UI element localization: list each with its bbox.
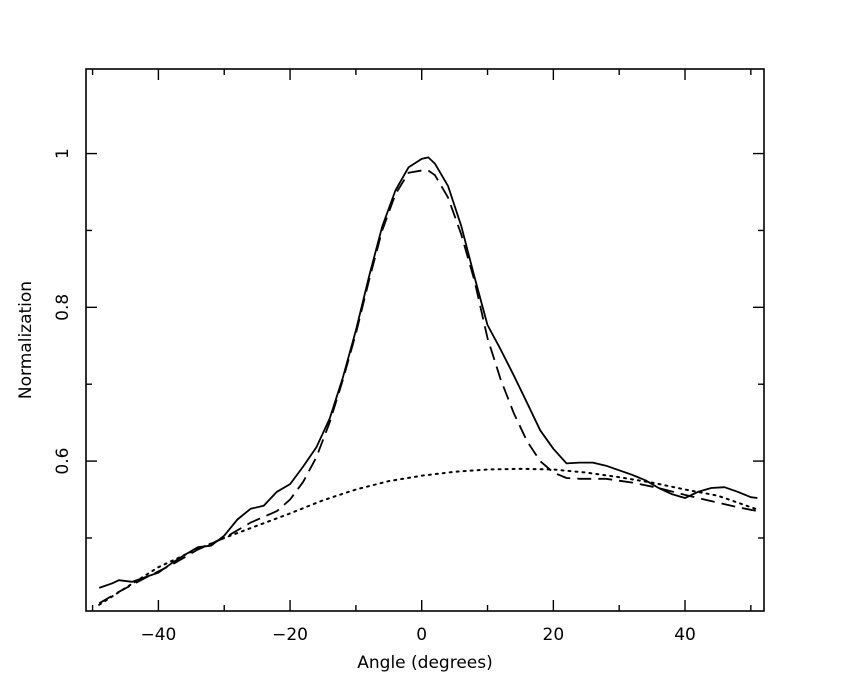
tick-labels: −40 −20 0 20 40 0.6 0.8 1	[53, 148, 696, 645]
y-tick-label: 1	[53, 148, 73, 159]
y-axis-label: Normalization	[16, 281, 36, 399]
x-tick-label: −20	[272, 625, 308, 645]
x-tick-label: 20	[543, 625, 565, 645]
series-line-dashed	[98, 169, 758, 605]
series-line-dotted	[98, 467, 759, 606]
y-tick-label: 0.8	[53, 294, 73, 321]
x-tick-label: 0	[416, 625, 427, 645]
series-layer	[98, 156, 759, 606]
x-axis-label: Angle (degrees)	[357, 653, 492, 673]
x-tick-label: 40	[674, 625, 696, 645]
plot-frame	[85, 68, 765, 612]
series-line-solid	[98, 156, 758, 589]
tick-marks	[86, 69, 764, 611]
x-tick-label: −40	[140, 625, 176, 645]
y-tick-label: 0.6	[53, 448, 73, 475]
